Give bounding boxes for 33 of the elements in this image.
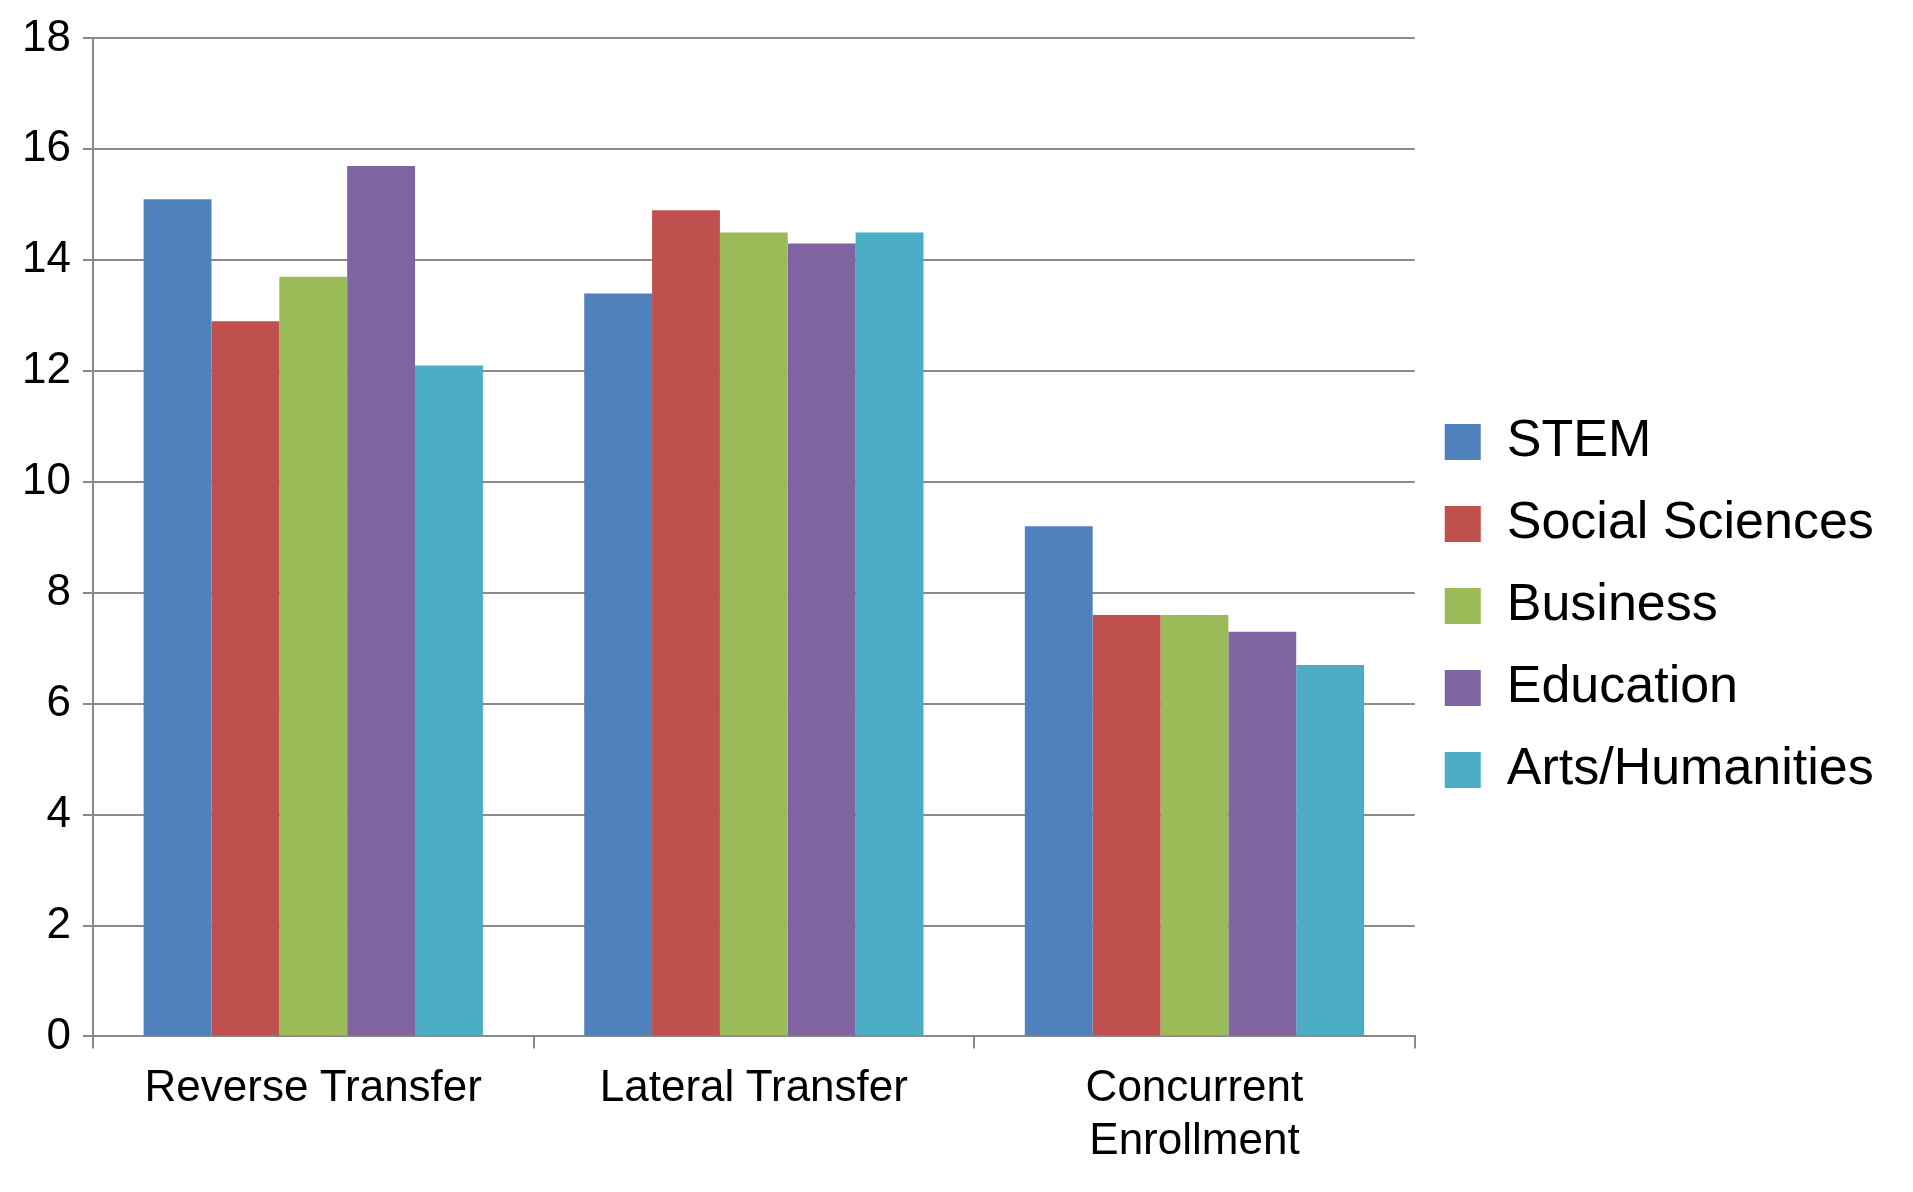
bar (1024, 526, 1093, 1036)
bar (1228, 631, 1297, 1036)
y-tick-label: 8 (46, 564, 71, 614)
y-tick-label: 14 (21, 232, 71, 282)
legend-label: STEM (1506, 409, 1652, 468)
bar (1296, 664, 1365, 1036)
bar (1160, 615, 1229, 1036)
bar (584, 293, 653, 1036)
y-tick-label: 16 (21, 121, 71, 171)
legend-label: Education (1506, 655, 1739, 714)
bar (143, 199, 212, 1036)
y-tick-label: 0 (46, 1008, 71, 1058)
legend-label: Business (1506, 573, 1718, 632)
y-tick-label: 18 (21, 10, 71, 60)
legend-label: Arts/Humanities (1506, 737, 1874, 796)
x-tick-label: Reverse Transfer (144, 1060, 482, 1110)
y-tick-label: 2 (46, 897, 71, 947)
bar (855, 232, 924, 1036)
y-tick-label: 6 (46, 675, 71, 725)
legend-label: Social Sciences (1506, 491, 1874, 550)
bar (211, 321, 280, 1036)
bar (1092, 615, 1161, 1036)
bar (415, 365, 483, 1036)
bar (652, 210, 720, 1036)
x-tick-label: Concurrent Enrollment (1085, 1060, 1304, 1163)
y-tick-label: 4 (46, 786, 71, 836)
bar (347, 165, 416, 1036)
bar (787, 243, 856, 1036)
bar (279, 276, 348, 1036)
x-tick-label: Lateral Transfer (599, 1060, 908, 1110)
y-tick-label: 10 (21, 454, 71, 504)
y-tick-label: 12 (21, 343, 71, 393)
bar (719, 232, 788, 1036)
